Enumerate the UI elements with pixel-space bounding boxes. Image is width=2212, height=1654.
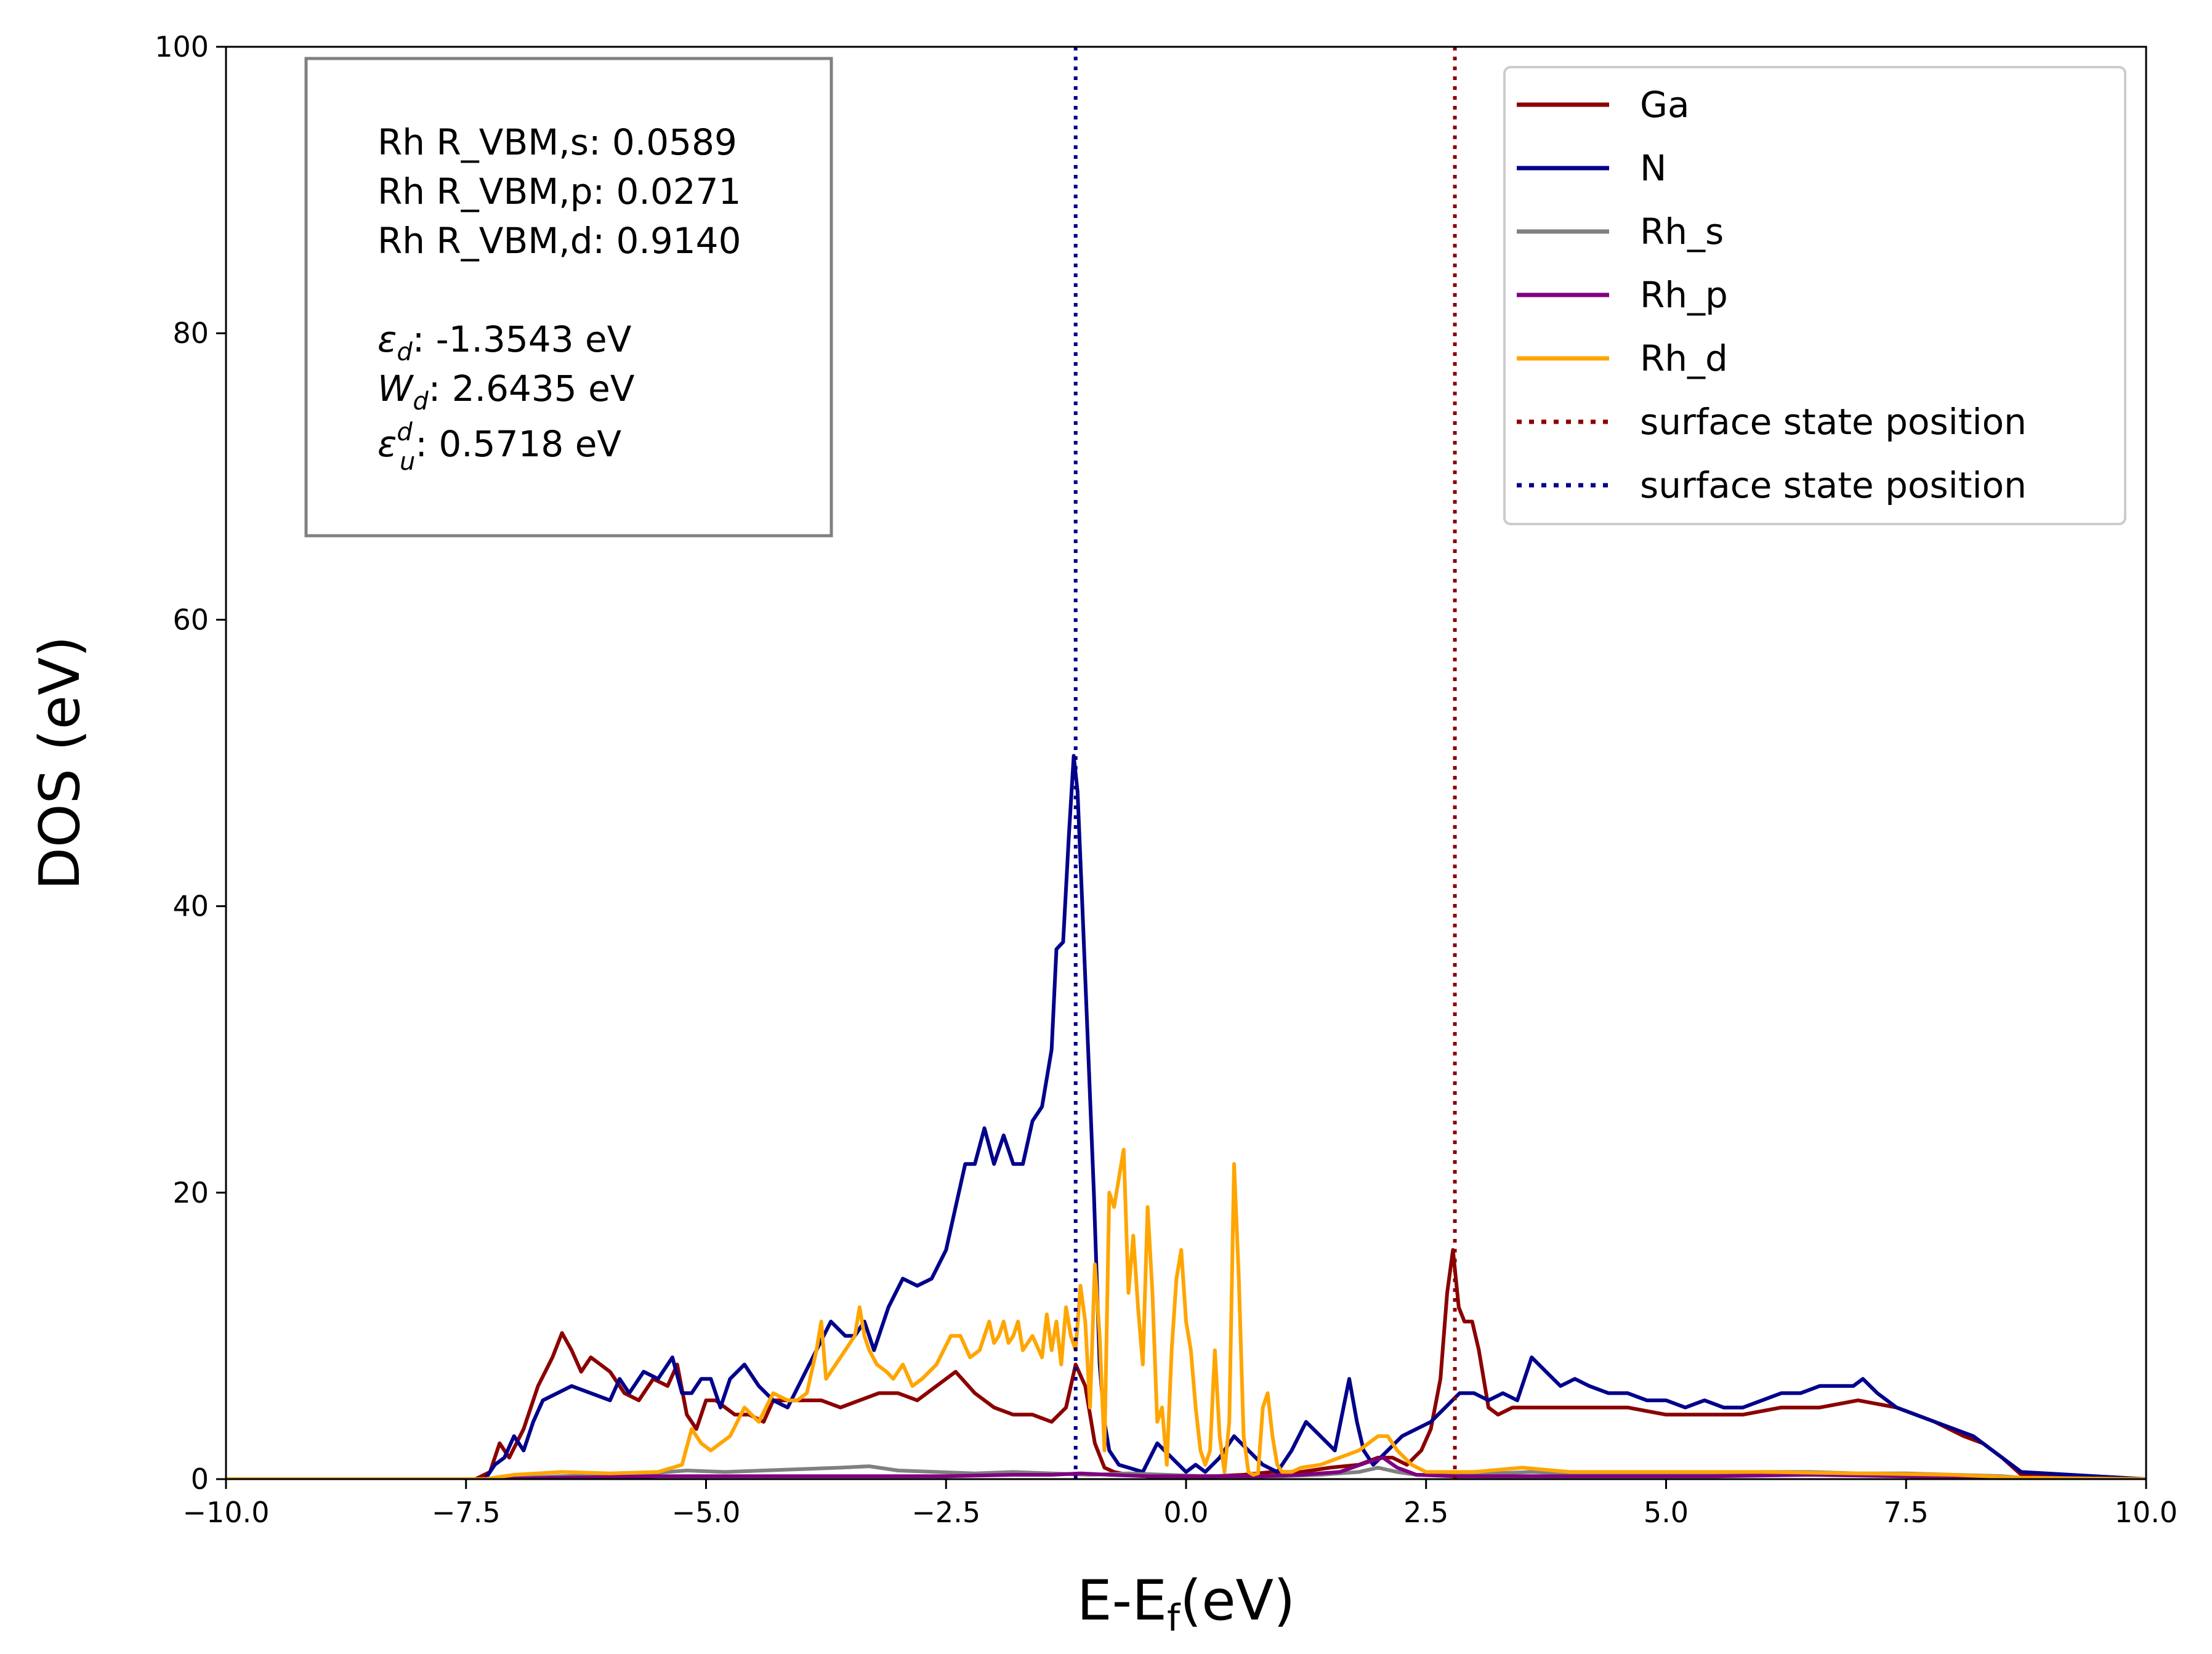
y-tick-label: 100 xyxy=(155,30,209,63)
info-box-frame xyxy=(304,57,833,538)
legend-label: Rh_s xyxy=(1640,211,1724,252)
info-eps-d: εd: -1.3543 eV xyxy=(377,318,632,366)
x-axis: −10.0 −7.5 −5.0 −2.5 0.0 2.5 5.0 7.5 10.0 xyxy=(183,1479,2178,1529)
y-axis: 0 20 40 60 80 100 xyxy=(155,30,226,1496)
info-r-vbm-d: Rh R_VBM,d: 0.9140 xyxy=(377,220,741,262)
x-tick-label: −7.5 xyxy=(432,1496,501,1529)
x-axis-label: E-Ef(eV) xyxy=(1077,1568,1296,1640)
x-axis-label-suffix: (eV) xyxy=(1180,1568,1295,1633)
info-eps-d-value: : -1.3543 eV xyxy=(413,318,632,360)
info-w-d: Wd: 2.6435 eV xyxy=(377,368,635,416)
info-eps-u-value: : 0.5718 eV xyxy=(415,423,621,465)
series-line-rh-p xyxy=(226,1456,2146,1479)
series-line-rh-d xyxy=(226,1148,2146,1479)
y-tick-label: 80 xyxy=(172,317,209,350)
y-tick-label: 60 xyxy=(172,603,209,636)
y-tick-label: 40 xyxy=(172,890,209,923)
x-tick-label: 0.0 xyxy=(1163,1496,1208,1529)
x-tick-label: −10.0 xyxy=(183,1496,270,1529)
info-eps-u-sup: d xyxy=(397,418,413,446)
info-box: Rh R_VBM,s: 0.0589 Rh R_VBM,p: 0.0271 Rh… xyxy=(304,57,833,538)
info-w-d-symbol: W xyxy=(377,368,414,409)
info-eps-u-sub: u xyxy=(400,448,415,476)
x-tick-label: 5.0 xyxy=(1644,1496,1689,1529)
series-layer xyxy=(226,47,2146,1479)
info-eps-u-symbol: ε xyxy=(377,423,397,465)
x-axis-label-subscript: f xyxy=(1167,1597,1181,1640)
y-tick-label: 0 xyxy=(191,1462,209,1496)
legend-label: Rh_p xyxy=(1640,274,1728,316)
x-tick-label: −2.5 xyxy=(911,1496,980,1529)
y-axis-label: DOS (eV) xyxy=(28,635,92,890)
x-tick-label: 7.5 xyxy=(1884,1496,1929,1529)
info-r-vbm-p: Rh R_VBM,p: 0.0271 xyxy=(377,171,741,212)
legend-frame xyxy=(1503,66,2126,525)
legend-label: surface state position xyxy=(1640,464,2027,506)
info-eps-u: εd u: 0.5718 eV xyxy=(377,418,621,476)
series-line-n xyxy=(226,754,2146,1479)
legend-label: Rh_d xyxy=(1640,337,1728,379)
info-r-vbm-s: Rh R_VBM,s: 0.0589 xyxy=(377,121,737,163)
info-eps-d-symbol: ε xyxy=(377,318,397,360)
info-w-d-value: : 2.6435 eV xyxy=(429,368,635,409)
legend-label: N xyxy=(1640,147,1666,189)
y-tick-label: 20 xyxy=(172,1176,209,1209)
info-eps-d-sub: d xyxy=(397,338,413,366)
legend-label: Ga xyxy=(1640,84,1690,126)
x-axis-label-main: E-E xyxy=(1077,1568,1167,1633)
x-tick-label: 2.5 xyxy=(1403,1496,1448,1529)
legend-label: surface state position xyxy=(1640,401,2027,443)
x-tick-label: −5.0 xyxy=(672,1496,741,1529)
series-line-ga xyxy=(226,1248,2146,1479)
info-w-d-sub: d xyxy=(413,387,429,416)
x-tick-label: 10.0 xyxy=(2115,1496,2178,1529)
